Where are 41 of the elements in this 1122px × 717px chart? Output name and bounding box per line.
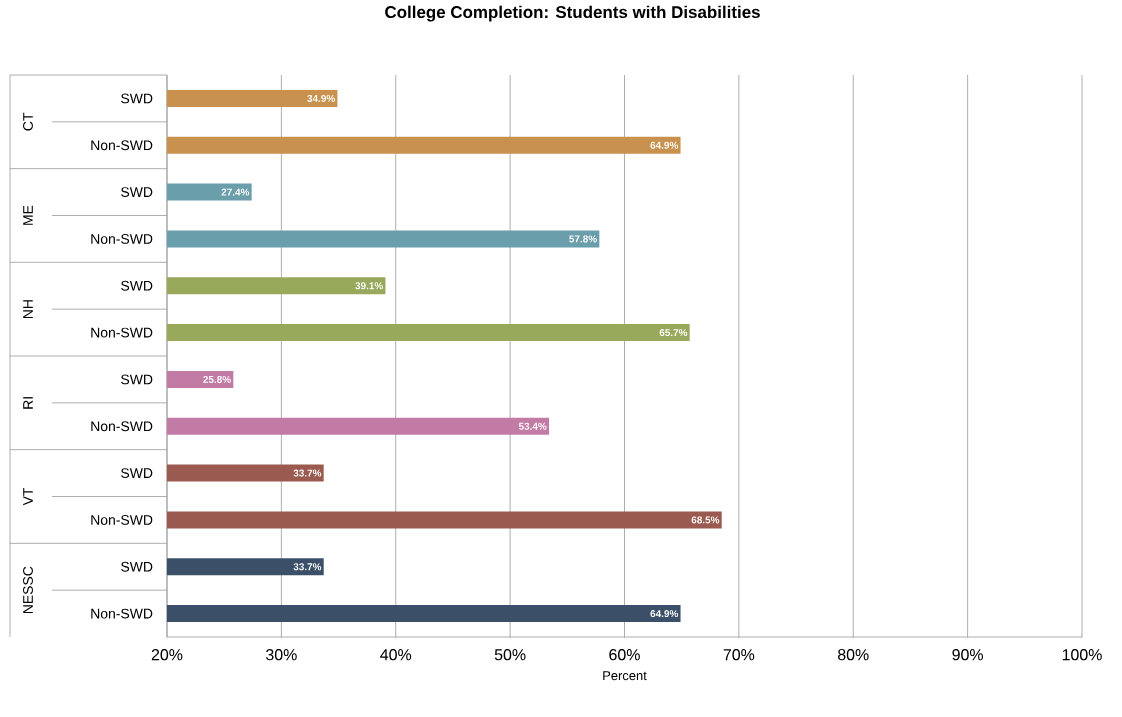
y-tick-label: Non-SWD [91,140,153,151]
text: NESSC [23,566,33,614]
text: VT [23,487,33,506]
y-tick-label: SWD [121,374,153,385]
y-tick-label: SWD [121,93,153,104]
y-tick-label: Non-SWD [91,514,153,525]
text: CT [23,112,33,131]
data-label: 33.7% [293,469,322,477]
data-label: 27.4% [221,188,250,196]
y-tick-label: SWD [121,280,153,291]
data-label: 53.4% [518,422,547,430]
x-tick-label: 20% [151,649,183,661]
data-label: 33.7% [293,563,322,571]
data-label: 57.8% [569,235,597,243]
x-tick-label: 30% [266,649,297,661]
text: NH [23,300,33,319]
x-axis-title: Percent [603,671,647,681]
y-tick-label: SWD [121,468,153,479]
chart-title: College Completion: Students with Disabilities [385,5,760,22]
y-tick-label: Non-SWD [91,421,153,432]
data-label: 34.9% [307,94,335,102]
y-tick-label: SWD [121,187,153,198]
data-label: 25.8% [203,375,231,383]
text: ME [23,205,33,225]
x-tick-label: 60% [609,649,640,661]
data-label: 68.5% [691,516,720,524]
data-label: 39.1% [355,282,383,290]
y-tick-label: SWD [121,561,153,572]
x-tick-label: 90% [952,649,984,661]
y-tick-label: Non-SWD [91,233,153,244]
data-label: 65.7% [659,329,688,337]
y-tick-label: Non-SWD [91,608,153,619]
y-tick-label: Non-SWD [91,327,153,338]
x-tick-label: 80% [837,649,869,661]
x-tick-label: 50% [494,649,526,661]
data-label: 64.9% [650,610,679,618]
text: RI [23,397,33,409]
x-tick-label: 70% [723,649,755,661]
data-label: 64.9% [650,141,679,149]
x-tick-label: 100% [1062,649,1102,661]
x-tick-label: 40% [380,649,412,661]
